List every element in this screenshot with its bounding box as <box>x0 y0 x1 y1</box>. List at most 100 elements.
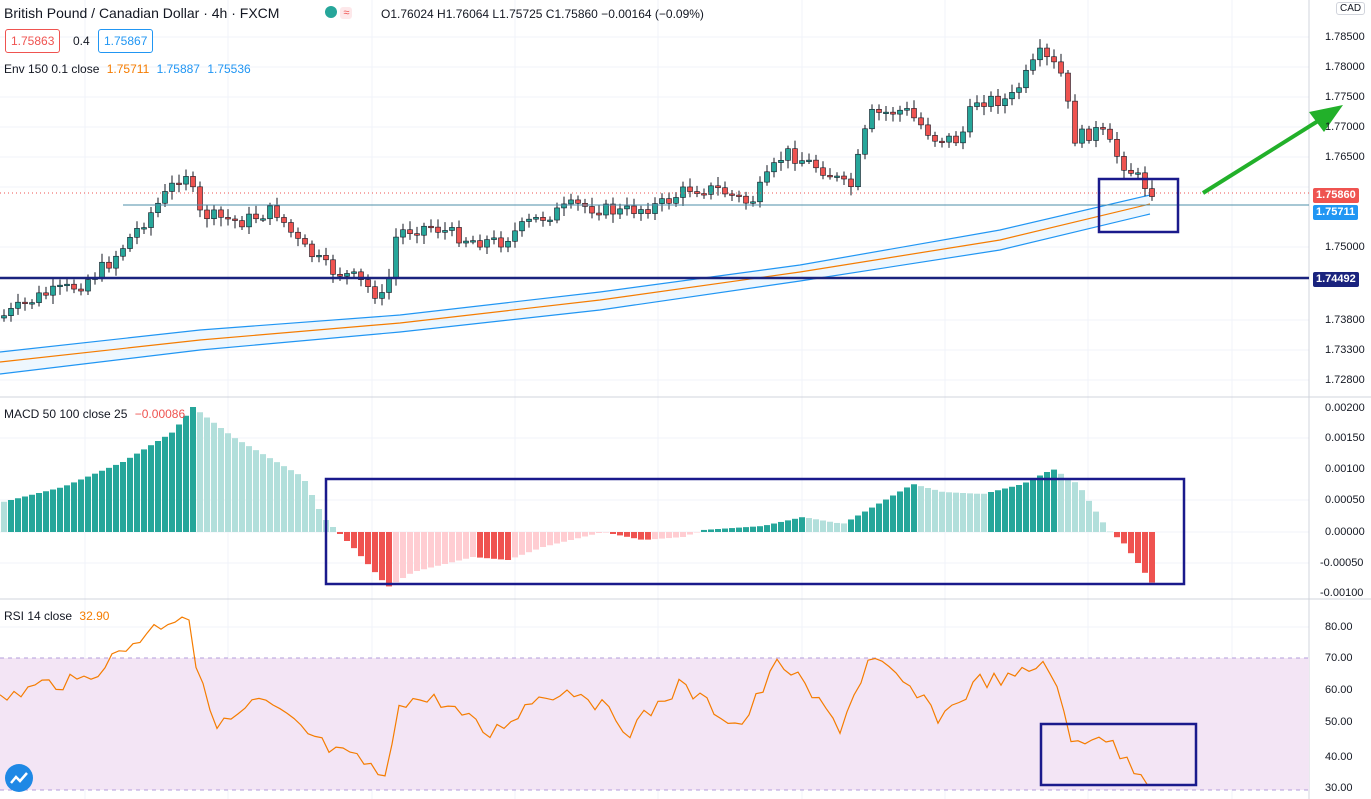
ohlc-values: O1.76024 H1.76064 L1.75725 C1.75860 −0.0… <box>381 7 704 21</box>
macd-bar <box>659 532 665 539</box>
macd-bar <box>624 532 630 537</box>
macd-bar <box>617 532 623 536</box>
candle-body <box>442 230 448 233</box>
macd-bar <box>1107 531 1113 533</box>
candle-body <box>687 186 693 192</box>
candlesticks[interactable] <box>1 39 1155 322</box>
candle-body <box>169 182 175 192</box>
rsi-polyline <box>0 616 1149 787</box>
candle-body <box>1044 47 1050 58</box>
candle-body <box>855 153 861 188</box>
macd-bar <box>869 507 875 532</box>
price-tick: 1.72800 <box>1325 374 1365 386</box>
macd-tick: 0.00050 <box>1325 494 1365 506</box>
macd-bar <box>855 515 861 532</box>
macd-bar <box>729 528 735 532</box>
macd-bar <box>771 523 777 532</box>
candle-body <box>386 277 392 293</box>
macd-bar <box>561 532 567 542</box>
macd-bar <box>834 522 840 532</box>
macd-bar <box>162 436 168 532</box>
candle-body <box>1128 169 1134 174</box>
candle-body <box>806 159 812 162</box>
rsi-tick: 30.00 <box>1325 782 1353 794</box>
envelope-lower-value: 1.75536 <box>207 62 251 76</box>
candle-body <box>897 109 903 115</box>
annotation-box-price[interactable] <box>1097 177 1180 234</box>
macd-bar <box>148 445 154 532</box>
macd-bar <box>267 458 273 532</box>
candle-body <box>729 193 735 196</box>
candle-body <box>351 271 357 274</box>
candle-body <box>134 228 140 238</box>
candle-body <box>953 135 959 144</box>
rsi-legend[interactable]: RSI 14 close 32.90 <box>4 609 109 623</box>
symbol-title[interactable]: British Pound / Canadian Dollar · 4h · F… <box>4 5 280 21</box>
sell-price-button[interactable]: 1.75863 <box>5 29 61 53</box>
macd-bar <box>1072 482 1078 532</box>
candle-body <box>113 255 119 269</box>
candle-body <box>435 226 441 233</box>
macd-bar <box>967 493 973 532</box>
trend-arrow[interactable] <box>1201 105 1343 195</box>
macd-bar <box>848 519 854 532</box>
macd-bar <box>694 532 700 533</box>
envelope-upper <box>0 194 1151 353</box>
market-status[interactable]: ≈ <box>325 5 353 19</box>
macd-bar <box>827 521 833 532</box>
macd-bar <box>99 470 105 532</box>
candle-body <box>708 185 714 195</box>
currency-label[interactable]: CAD <box>1336 2 1366 15</box>
wave-icon: ≈ <box>340 7 353 19</box>
buy-price-button[interactable]: 1.75867 <box>98 29 154 53</box>
macd-bar <box>988 492 994 532</box>
envelope-fill <box>0 195 1150 374</box>
macd-bar <box>974 493 980 532</box>
chart-style-icon <box>10 772 28 784</box>
candle-body <box>99 261 105 278</box>
macd-bar <box>43 491 49 532</box>
candle-body <box>50 285 56 296</box>
candle-body <box>127 237 133 249</box>
candle-body <box>939 140 945 143</box>
candle-body <box>918 117 924 126</box>
envelope-upper-value: 1.75887 <box>156 62 200 76</box>
macd-bar <box>204 417 210 532</box>
candle-body <box>575 199 581 204</box>
candle-body <box>715 185 721 189</box>
candle-body <box>946 135 952 143</box>
envelope-mid <box>0 203 1151 363</box>
macd-bar <box>64 485 70 532</box>
macd-legend[interactable]: MACD 50 100 close 25 −0.00086 <box>4 407 185 421</box>
candle-body <box>141 227 147 230</box>
candle-body <box>652 203 658 214</box>
candle-body <box>253 213 259 220</box>
candle-body <box>120 248 126 257</box>
candle-body <box>491 237 497 240</box>
candle-body <box>883 111 889 114</box>
envelope-legend[interactable]: Env 150 0.1 close 1.75711 1.75887 1.7553… <box>4 62 251 76</box>
annotation-box-rsi[interactable] <box>1039 722 1198 787</box>
macd-bar <box>127 457 133 532</box>
macd-bar <box>120 462 126 532</box>
macd-bar <box>1079 490 1085 532</box>
macd-bar <box>92 473 98 532</box>
candle-body <box>666 198 672 204</box>
macd-bar <box>393 532 399 583</box>
candle-body <box>344 273 350 277</box>
tradingview-logo-icon[interactable] <box>5 764 33 792</box>
macd-bar <box>1114 532 1120 538</box>
candle-body <box>519 221 525 232</box>
macd-bar <box>1135 532 1141 563</box>
market-open-icon <box>325 6 337 18</box>
macd-tick: 0.00100 <box>1325 463 1365 475</box>
macd-tick: -0.00050 <box>1320 557 1364 569</box>
macd-bar <box>1016 485 1022 532</box>
candle-body <box>792 148 798 164</box>
macd-bar <box>190 407 196 532</box>
annotation-box-macd[interactable] <box>324 477 1186 586</box>
candle-body <box>1051 56 1057 63</box>
candle-body <box>841 175 847 180</box>
candle-body <box>337 274 343 277</box>
